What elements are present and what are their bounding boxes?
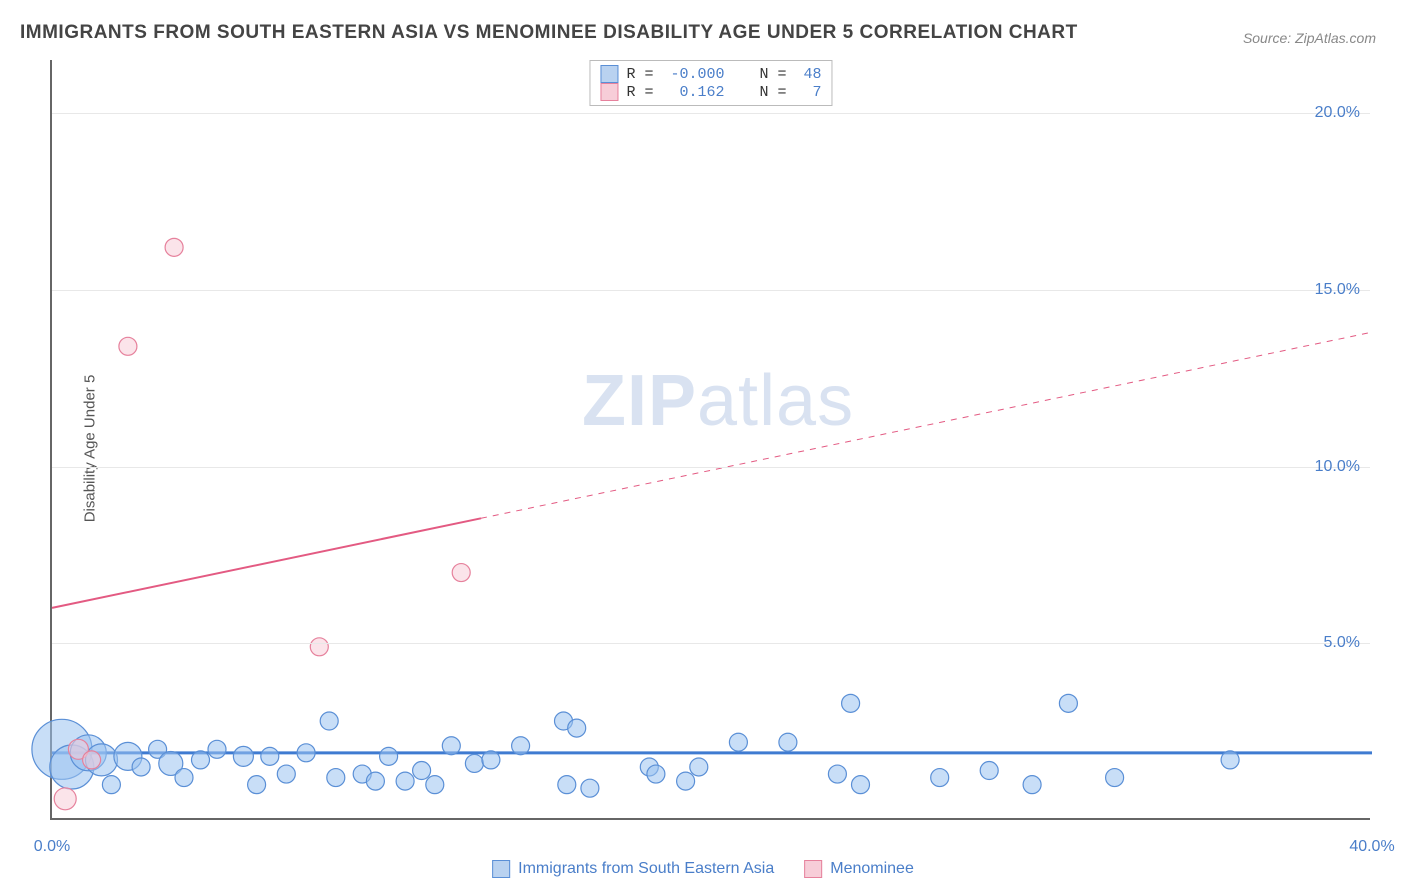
data-point	[1106, 769, 1124, 787]
legend-swatch	[600, 83, 618, 101]
data-point	[248, 776, 266, 794]
data-point	[165, 238, 183, 256]
data-point	[555, 712, 573, 730]
data-point	[931, 769, 949, 787]
data-point	[779, 733, 797, 751]
data-point	[68, 739, 88, 759]
data-point	[452, 564, 470, 582]
y-tick-label: 10.0%	[1315, 458, 1360, 476]
data-point	[568, 719, 586, 737]
data-point	[980, 762, 998, 780]
watermark: ZIPatlas	[582, 360, 854, 442]
series-legend: Immigrants from South Eastern Asia Menomi…	[492, 860, 914, 878]
data-point	[310, 638, 328, 656]
data-point	[277, 765, 295, 783]
data-point	[640, 758, 658, 776]
data-point	[70, 735, 106, 771]
data-point	[1023, 776, 1041, 794]
legend-n-value: 48	[804, 66, 822, 83]
data-point	[558, 776, 576, 794]
legend-row: R = -0.000 N = 48	[600, 65, 821, 83]
source-attribution: Source: ZipAtlas.com	[1243, 30, 1376, 46]
data-point	[729, 733, 747, 751]
data-point	[828, 765, 846, 783]
correlation-legend: R = -0.000 N = 48R = 0.162 N = 7	[589, 60, 832, 106]
data-point	[83, 751, 101, 769]
x-tick-label: 0.0%	[34, 838, 70, 856]
data-point	[482, 751, 500, 769]
legend-r-label: R =	[626, 84, 662, 101]
legend-label: Immigrants from South Eastern Asia	[518, 860, 774, 878]
legend-n-label: N =	[733, 84, 796, 101]
legend-swatch	[600, 65, 618, 83]
data-point	[465, 754, 483, 772]
data-point	[233, 746, 253, 766]
grid-line	[52, 290, 1370, 291]
data-point	[54, 788, 76, 810]
trend-line-dashed	[481, 332, 1372, 518]
data-point	[396, 772, 414, 790]
data-point	[852, 776, 870, 794]
data-point	[677, 772, 695, 790]
data-point	[132, 758, 150, 776]
data-point	[175, 769, 193, 787]
x-tick-label: 40.0%	[1349, 838, 1394, 856]
legend-n-value: 7	[804, 84, 822, 101]
grid-line	[52, 467, 1370, 468]
legend-r-value: -0.000	[670, 66, 724, 83]
data-point	[86, 744, 118, 776]
y-tick-label: 20.0%	[1315, 104, 1360, 122]
trend-line-solid	[52, 518, 481, 608]
data-point	[261, 747, 279, 765]
legend-item: Immigrants from South Eastern Asia	[492, 860, 774, 878]
legend-item: Menominee	[804, 860, 914, 878]
plot-area: ZIPatlas R = -0.000 N = 48R = 0.162 N = …	[50, 60, 1370, 820]
data-point	[1059, 694, 1077, 712]
data-point	[114, 742, 142, 770]
y-tick-label: 15.0%	[1315, 281, 1360, 299]
data-point	[366, 772, 384, 790]
data-point	[102, 776, 120, 794]
data-point	[119, 337, 137, 355]
data-point	[426, 776, 444, 794]
data-point	[297, 744, 315, 762]
data-point	[647, 765, 665, 783]
data-point	[442, 737, 460, 755]
data-point	[690, 758, 708, 776]
legend-r-label: R =	[626, 66, 662, 83]
data-point	[512, 737, 530, 755]
legend-swatch	[492, 860, 510, 878]
data-point	[327, 769, 345, 787]
data-point	[1221, 751, 1239, 769]
grid-line	[52, 643, 1370, 644]
chart-title: IMMIGRANTS FROM SOUTH EASTERN ASIA VS ME…	[20, 22, 1078, 44]
y-tick-label: 5.0%	[1324, 634, 1360, 652]
data-point	[192, 751, 210, 769]
grid-line	[52, 113, 1370, 114]
data-point	[842, 694, 860, 712]
watermark-zip: ZIP	[582, 361, 697, 441]
watermark-atlas: atlas	[697, 361, 854, 441]
legend-r-value: 0.162	[670, 84, 724, 101]
legend-n-label: N =	[733, 66, 796, 83]
plot-svg	[52, 60, 1370, 818]
data-point	[149, 740, 167, 758]
data-point	[380, 747, 398, 765]
data-point	[320, 712, 338, 730]
data-point	[581, 779, 599, 797]
data-point	[353, 765, 371, 783]
legend-row: R = 0.162 N = 7	[600, 83, 821, 101]
data-point	[208, 740, 226, 758]
legend-label: Menominee	[830, 860, 914, 878]
data-point	[413, 762, 431, 780]
legend-swatch	[804, 860, 822, 878]
data-point	[159, 751, 183, 775]
data-point	[50, 745, 94, 789]
data-point	[32, 719, 92, 779]
